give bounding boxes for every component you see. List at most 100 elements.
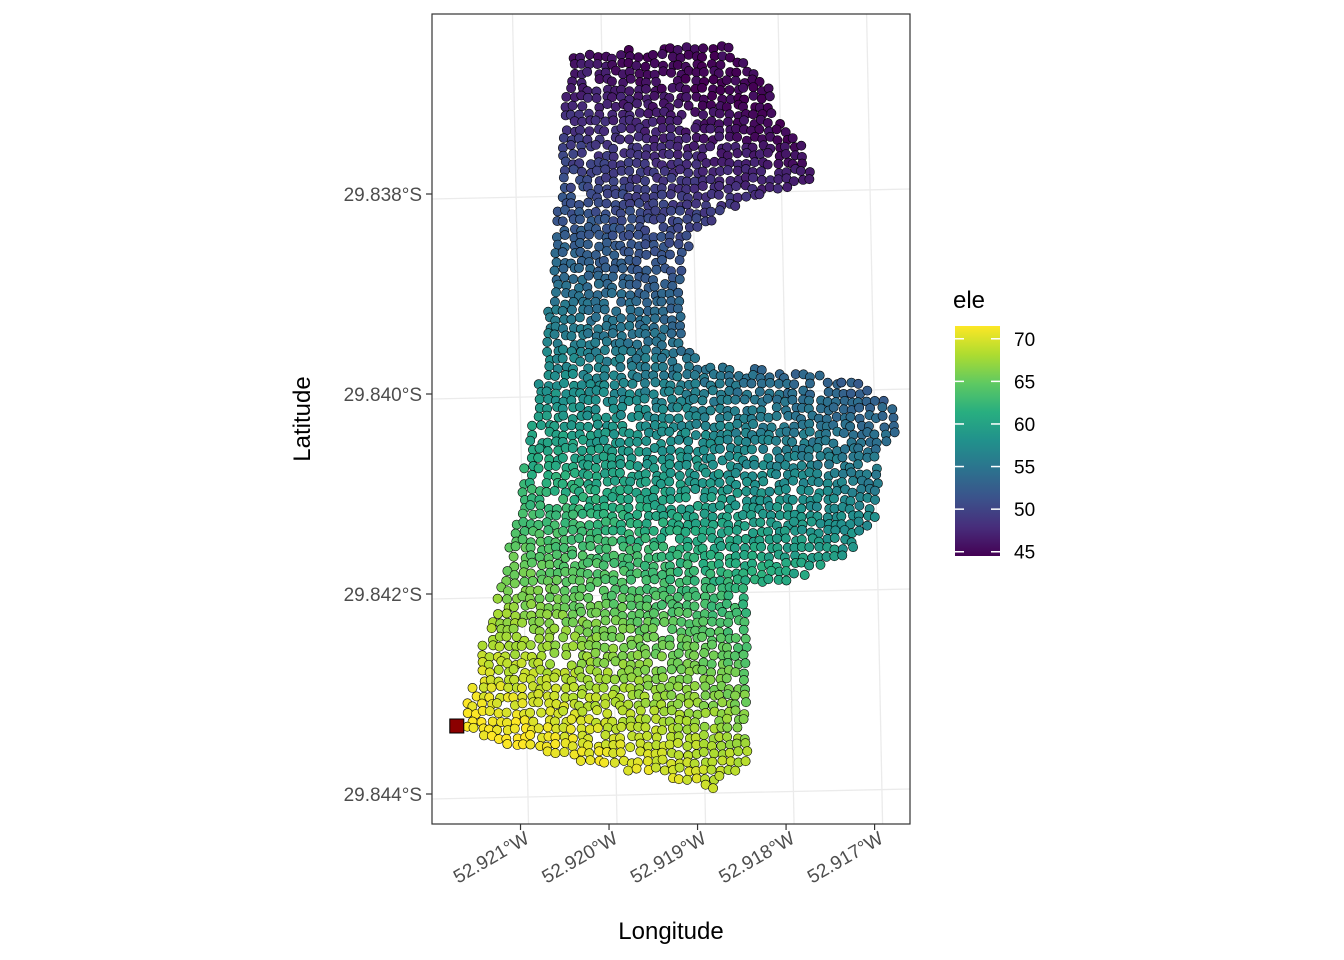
legend-colorbar xyxy=(955,326,1000,556)
data-point-2099 xyxy=(477,640,488,651)
data-point-2030 xyxy=(659,617,670,627)
data-point-117 xyxy=(748,82,759,92)
data-point-2161 xyxy=(730,651,740,661)
data-point-2196 xyxy=(508,664,519,675)
color-legend: ele 70 65 60 55 50 45 xyxy=(953,287,1035,564)
data-point-750 xyxy=(607,328,618,339)
data-point-1534 xyxy=(551,510,561,521)
data-point-193 xyxy=(766,108,777,119)
data-point-1799 xyxy=(640,560,650,571)
data-point-2383 xyxy=(700,708,711,718)
data-point-1035 xyxy=(601,412,611,423)
data-point-584 xyxy=(673,239,684,249)
data-point-1359 xyxy=(846,467,857,478)
data-point-1715 xyxy=(632,543,642,553)
data-point-2083 xyxy=(615,632,626,643)
data-point-1020 xyxy=(828,402,839,413)
data-point-572 xyxy=(575,237,585,248)
data-point-263 xyxy=(698,133,709,144)
data-point-902 xyxy=(836,377,847,388)
data-point-2255 xyxy=(467,683,478,693)
data-point-1397 xyxy=(813,477,824,488)
data-point-714 xyxy=(591,312,601,322)
data-point-2110 xyxy=(568,641,579,651)
data-point-2036 xyxy=(707,616,718,627)
data-point-759 xyxy=(542,337,553,347)
data-point-2566 xyxy=(674,762,685,773)
data-point-227 xyxy=(625,123,636,134)
data-point-1289 xyxy=(590,463,601,473)
data-point-1915 xyxy=(706,583,716,594)
data-point-800 xyxy=(602,356,612,367)
data-point-519 xyxy=(575,214,585,225)
data-point-514 xyxy=(706,206,716,217)
data-point-1130 xyxy=(680,427,691,438)
data-point-207 xyxy=(672,115,683,126)
data-point-1860 xyxy=(527,576,538,586)
data-point-718 xyxy=(626,313,636,323)
data-point-1869 xyxy=(600,574,611,585)
data-point-941 xyxy=(846,388,856,399)
data-point-1313 xyxy=(796,460,807,471)
data-point-1747 xyxy=(552,549,562,560)
legend-label-3: 55 xyxy=(1014,458,1035,479)
data-point-665 xyxy=(584,289,594,300)
data-point-2444 xyxy=(657,725,668,736)
x-tick-label-2: 52.919°W xyxy=(627,828,710,888)
data-point-2357 xyxy=(462,708,473,718)
data-point-1316 xyxy=(824,459,834,470)
data-point-1298 xyxy=(664,459,675,470)
data-point-1910 xyxy=(665,584,676,595)
data-point-559 xyxy=(607,230,618,241)
data-point-2253 xyxy=(721,673,732,684)
data-point-415 xyxy=(757,175,767,185)
data-point-204 xyxy=(647,116,658,127)
data-point-2376 xyxy=(635,705,646,716)
data-point-1870 xyxy=(608,575,619,586)
data-point-2048 xyxy=(549,623,560,634)
data-point-197 xyxy=(590,115,601,126)
data-point-340 xyxy=(623,157,634,168)
data-point-2536 xyxy=(724,748,735,758)
data-point-762 xyxy=(576,338,587,349)
data-point-1261 xyxy=(717,455,728,466)
data-point-1530 xyxy=(517,508,528,519)
data-point-2533 xyxy=(698,747,709,757)
data-point-2257 xyxy=(486,682,497,693)
data-point-367 xyxy=(600,164,611,175)
data-point-1809 xyxy=(730,558,741,569)
data-point-1165 xyxy=(599,435,609,446)
data-point-1890 xyxy=(781,575,792,586)
data-point-2152 xyxy=(657,651,667,662)
data-point-697 xyxy=(583,305,594,315)
data-point-1445 xyxy=(856,484,867,494)
data-point-507 xyxy=(650,205,661,216)
data-point-565 xyxy=(656,231,667,242)
data-point-21 xyxy=(657,49,668,60)
data-point-1591 xyxy=(658,517,668,528)
data-point-2211 xyxy=(640,665,651,675)
data-point-1998 xyxy=(649,608,659,619)
data-point-161 xyxy=(697,100,708,111)
data-point-1162 xyxy=(578,434,588,445)
data-point-2556 xyxy=(717,755,728,766)
data-point-2060 xyxy=(667,624,678,634)
data-point-1795 xyxy=(609,558,620,568)
data-point-1243 xyxy=(558,452,568,463)
data-point-913 xyxy=(598,387,609,398)
data-point-1489 xyxy=(525,500,536,511)
data-point-441 xyxy=(714,180,725,191)
data-point-462 xyxy=(665,189,676,200)
data-point-1931 xyxy=(583,593,594,603)
data-point-1528 xyxy=(854,500,865,511)
data-point-1464 xyxy=(665,494,676,505)
data-point-2075 xyxy=(544,632,555,643)
data-point-1519 xyxy=(772,502,783,512)
data-point-1000 xyxy=(658,404,668,415)
data-point-226 xyxy=(616,123,627,134)
data-point-83 xyxy=(651,76,661,87)
data-point-879 xyxy=(627,378,638,389)
data-point-2582 xyxy=(708,783,718,794)
data-point-769 xyxy=(632,339,643,350)
data-point-417 xyxy=(773,174,784,185)
